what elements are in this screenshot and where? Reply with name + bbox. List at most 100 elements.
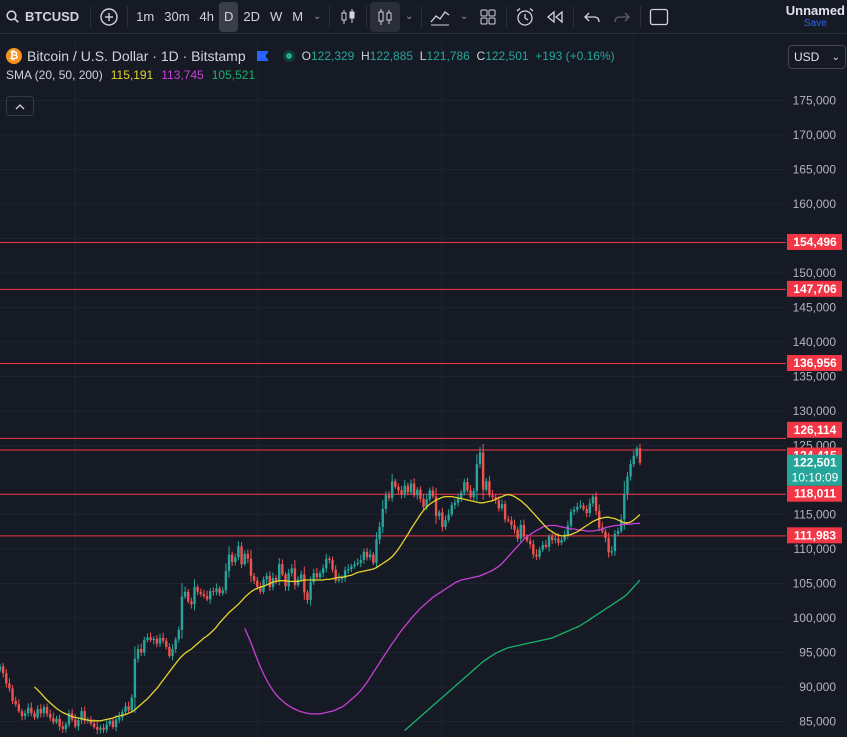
candle-body bbox=[114, 719, 118, 728]
candle-body bbox=[256, 580, 259, 587]
moving-averages bbox=[34, 493, 641, 731]
candle-body bbox=[139, 649, 143, 653]
candle-body bbox=[585, 508, 588, 514]
candle-body bbox=[350, 566, 353, 570]
candle-body bbox=[390, 481, 394, 498]
price-chart[interactable]: 175,000170,000165,000160,000155,000150,0… bbox=[0, 35, 847, 737]
layouts-button[interactable] bbox=[473, 2, 503, 32]
bar-style-button[interactable] bbox=[333, 2, 363, 32]
timeframe-m[interactable]: M bbox=[292, 9, 304, 24]
candle-body bbox=[58, 718, 61, 727]
candle-body bbox=[318, 573, 322, 578]
candle-body bbox=[17, 704, 21, 712]
candle-body bbox=[588, 503, 592, 514]
candle-body bbox=[394, 481, 397, 487]
indicators-button[interactable] bbox=[425, 2, 455, 32]
candle-type-button[interactable] bbox=[370, 1, 401, 32]
timeframe-30m[interactable]: 30m bbox=[164, 9, 190, 24]
undo-icon bbox=[584, 12, 600, 22]
candle-body bbox=[572, 509, 576, 512]
candle-body bbox=[243, 553, 246, 565]
candle-body bbox=[259, 586, 262, 592]
candle-body bbox=[315, 573, 319, 578]
sma-legend[interactable]: SMA (20, 50, 200) 115,191 113,745 105,52… bbox=[6, 66, 615, 84]
candle-body bbox=[196, 586, 199, 592]
candle-body bbox=[598, 511, 601, 528]
replay-button[interactable] bbox=[540, 2, 570, 32]
candle-body bbox=[309, 582, 312, 601]
candle-body bbox=[463, 482, 466, 493]
candle-body bbox=[623, 493, 626, 520]
candle-body bbox=[541, 544, 544, 550]
candle-body bbox=[519, 524, 522, 539]
candle-body bbox=[83, 711, 86, 721]
market-status-icon[interactable] bbox=[282, 50, 295, 62]
candle-body bbox=[265, 575, 268, 580]
candle-body bbox=[444, 520, 447, 527]
candle-body bbox=[274, 577, 278, 582]
timeframe-2d[interactable]: 2D bbox=[243, 9, 261, 24]
timeframe-1m[interactable]: 1m bbox=[136, 9, 155, 24]
candle-body bbox=[535, 554, 538, 557]
candle-body bbox=[240, 546, 243, 565]
candle-body bbox=[525, 536, 529, 541]
candle-body bbox=[384, 495, 388, 509]
candle-body bbox=[202, 593, 206, 596]
symbol-search-button[interactable]: BTCUSD bbox=[0, 2, 87, 32]
redo-button[interactable] bbox=[607, 2, 637, 32]
top-toolbar: BTCUSD 1m 30m 4h D 2D W M ⌄ ⌄ ⌄ Unna bbox=[0, 0, 847, 34]
price-axis-label: 145,000 bbox=[793, 301, 837, 315]
save-link[interactable]: Save bbox=[803, 17, 827, 29]
candle-type-chevron-down-icon[interactable]: ⌄ bbox=[404, 11, 414, 22]
candle-body bbox=[532, 544, 535, 555]
candle-body bbox=[591, 496, 595, 504]
indicators-chevron-down-icon[interactable]: ⌄ bbox=[459, 11, 469, 22]
currency-selector[interactable]: USD ⌄ bbox=[788, 45, 846, 69]
alert-button[interactable] bbox=[510, 2, 540, 32]
candle-body bbox=[372, 554, 375, 563]
chart-legend: ₿ Bitcoin / U.S. Dollar · 1D · Bitstamp … bbox=[6, 46, 615, 84]
symbol-title[interactable]: Bitcoin / U.S. Dollar · 1D · Bitstamp bbox=[27, 48, 246, 64]
candle-body bbox=[190, 601, 193, 605]
candle-body bbox=[579, 505, 582, 507]
candle-body bbox=[560, 540, 563, 543]
candle-body bbox=[33, 713, 36, 718]
candle-body bbox=[99, 727, 102, 730]
candle-body bbox=[130, 697, 133, 711]
horizontal-levels bbox=[0, 241, 786, 537]
flag-icon[interactable] bbox=[256, 51, 269, 61]
divider bbox=[506, 5, 508, 28]
timeframe-chevron-down-icon[interactable]: ⌄ bbox=[312, 11, 322, 22]
candle-body bbox=[528, 540, 532, 545]
layout-name-button[interactable]: Unnamed Save bbox=[786, 4, 845, 30]
candle-body bbox=[557, 538, 560, 543]
candle-body bbox=[381, 508, 384, 527]
candle-body bbox=[77, 720, 80, 727]
candle-body bbox=[478, 452, 482, 465]
price-axis-label: 115,000 bbox=[794, 508, 837, 522]
candle-body bbox=[475, 464, 479, 492]
candle-body bbox=[613, 533, 617, 552]
candle-body bbox=[419, 489, 422, 499]
timeframe-w[interactable]: W bbox=[270, 9, 283, 24]
candle-body bbox=[136, 649, 140, 659]
timeframe-4h[interactable]: 4h bbox=[199, 9, 214, 24]
timeframe-d[interactable]: D bbox=[219, 1, 239, 32]
candle-body bbox=[472, 491, 475, 498]
candle-body bbox=[516, 529, 519, 539]
fullscreen-button[interactable] bbox=[644, 2, 674, 32]
candle-body bbox=[340, 577, 344, 579]
compare-symbol-button[interactable] bbox=[94, 2, 124, 32]
candle-body bbox=[576, 506, 579, 510]
candle-body bbox=[296, 579, 300, 585]
candle-body bbox=[64, 724, 68, 730]
candle-body bbox=[356, 562, 359, 565]
divider bbox=[640, 5, 642, 28]
undo-button[interactable] bbox=[577, 2, 607, 32]
indicators-icon bbox=[430, 10, 450, 25]
candle-body bbox=[14, 700, 17, 705]
candle-body bbox=[5, 673, 8, 684]
price-axis-label: 135,000 bbox=[793, 370, 837, 384]
price-axis-label: 105,000 bbox=[793, 577, 837, 591]
collapse-legend-button[interactable] bbox=[6, 96, 34, 116]
